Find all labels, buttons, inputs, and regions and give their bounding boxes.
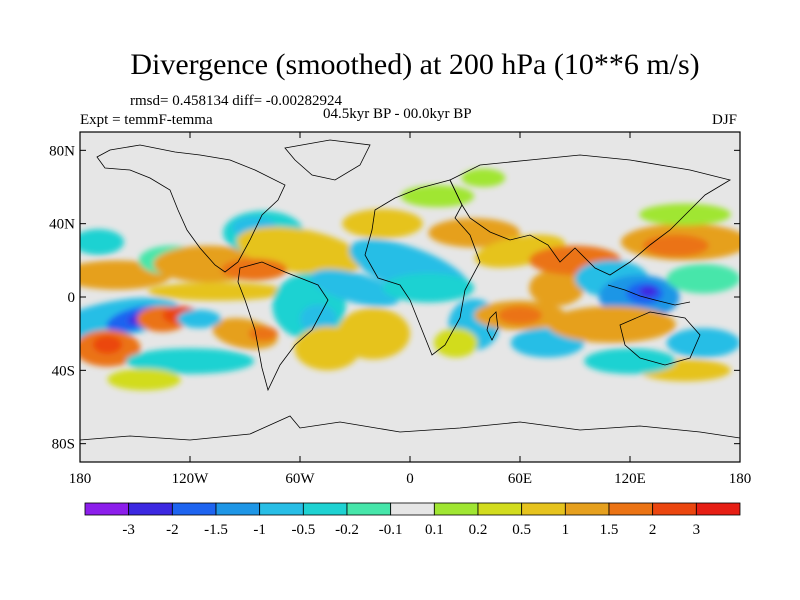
anomaly-region bbox=[177, 309, 222, 329]
y-axis: 80N 40N 0 40S 80S bbox=[49, 143, 740, 453]
x-axis: 180 120W 60W 0 60E 120E 180 bbox=[69, 132, 752, 487]
stats-text: rmsd= 0.458134 diff= -0.00282924 bbox=[130, 93, 343, 109]
anomaly-field bbox=[80, 168, 740, 391]
colorbar-swatch bbox=[215, 502, 261, 516]
colorbar-swatch bbox=[477, 502, 523, 516]
period-label: 04.5kyr BP - 00.0kyr BP bbox=[323, 106, 472, 122]
anomaly-region bbox=[80, 229, 124, 255]
y-tick-label: 40N bbox=[49, 217, 75, 233]
anomaly-region bbox=[584, 348, 676, 374]
anomaly-region bbox=[92, 335, 123, 354]
anomaly-region bbox=[529, 269, 585, 307]
colorbar-label: -2 bbox=[166, 522, 179, 538]
anomaly-region bbox=[547, 306, 676, 343]
colorbar-swatch bbox=[302, 502, 348, 516]
colorbar-label: 3 bbox=[693, 522, 701, 538]
colorbar-swatch bbox=[608, 502, 654, 516]
x-tick-label: 60E bbox=[508, 471, 532, 487]
anomaly-region bbox=[310, 269, 400, 307]
anomaly-region bbox=[461, 168, 506, 187]
anomaly-region bbox=[666, 264, 740, 294]
anomaly-region bbox=[433, 328, 478, 358]
anomaly-region bbox=[400, 185, 475, 208]
anomaly-region bbox=[125, 348, 255, 374]
colorbar-swatch bbox=[128, 502, 173, 516]
y-tick-label: 0 bbox=[68, 290, 76, 306]
anomaly-region bbox=[248, 326, 278, 341]
x-tick-label: 120E bbox=[614, 471, 646, 487]
anomaly-region bbox=[498, 306, 542, 325]
colorbar-label: 0.5 bbox=[512, 522, 531, 538]
anomaly-region bbox=[642, 234, 709, 257]
colorbar-label: -0.1 bbox=[379, 522, 403, 538]
season-label: DJF bbox=[712, 112, 738, 128]
anomaly-region bbox=[107, 368, 181, 391]
anomaly-region bbox=[147, 282, 288, 301]
anomaly-region bbox=[639, 286, 658, 297]
anomaly-region bbox=[221, 258, 288, 281]
x-tick-label: 60W bbox=[285, 471, 315, 487]
x-tick-label: 180 bbox=[729, 471, 752, 487]
y-tick-label: 80S bbox=[52, 437, 75, 453]
colorbar-label: 0.1 bbox=[425, 522, 444, 538]
colorbar-label: 0.2 bbox=[469, 522, 488, 538]
colorbar: -3 -2 -1.5 -1 -0.5 -0.2 -0.1 0.1 0.2 0.5 1 1.5 2 3 bbox=[84, 502, 741, 538]
anomaly-region bbox=[212, 318, 278, 350]
colorbar-label: 1 bbox=[562, 522, 570, 538]
anomaly-region bbox=[336, 308, 411, 360]
y-tick-label: 40S bbox=[52, 363, 75, 379]
anomaly-region bbox=[382, 273, 475, 303]
coastlines bbox=[80, 139, 740, 441]
colorbar-swatch bbox=[171, 502, 217, 516]
colorbar-swatch bbox=[259, 502, 304, 516]
x-tick-label: 180 bbox=[69, 471, 92, 487]
anomaly-region bbox=[428, 218, 520, 248]
x-tick-label: 120W bbox=[172, 471, 210, 487]
anomaly-region bbox=[342, 209, 423, 239]
colorbar-swatch bbox=[564, 502, 610, 516]
colorbar-swatch bbox=[652, 502, 697, 516]
experiment-label: Expt = temmF-temma bbox=[80, 112, 213, 128]
colorbar-label: 1.5 bbox=[600, 522, 619, 538]
colorbar-label: 2 bbox=[649, 522, 657, 538]
colorbar-swatch bbox=[84, 502, 130, 516]
colorbar-swatch bbox=[346, 502, 392, 516]
y-tick-label: 80N bbox=[49, 143, 75, 159]
colorbar-label: -1 bbox=[253, 522, 266, 538]
colorbar-label: -3 bbox=[122, 522, 135, 538]
colorbar-label: -1.5 bbox=[204, 522, 228, 538]
page-title: Divergence (smoothed) at 200 hPa (10**6 … bbox=[130, 48, 700, 81]
anomaly-region bbox=[666, 328, 740, 358]
colorbar-swatch bbox=[433, 502, 479, 516]
colorbar-swatch bbox=[390, 502, 435, 516]
colorbar-swatch bbox=[695, 502, 741, 516]
x-tick-label: 0 bbox=[406, 471, 414, 487]
colorbar-label: -0.2 bbox=[335, 522, 359, 538]
colorbar-label: -0.5 bbox=[291, 522, 315, 538]
colorbar-swatch bbox=[521, 502, 566, 516]
